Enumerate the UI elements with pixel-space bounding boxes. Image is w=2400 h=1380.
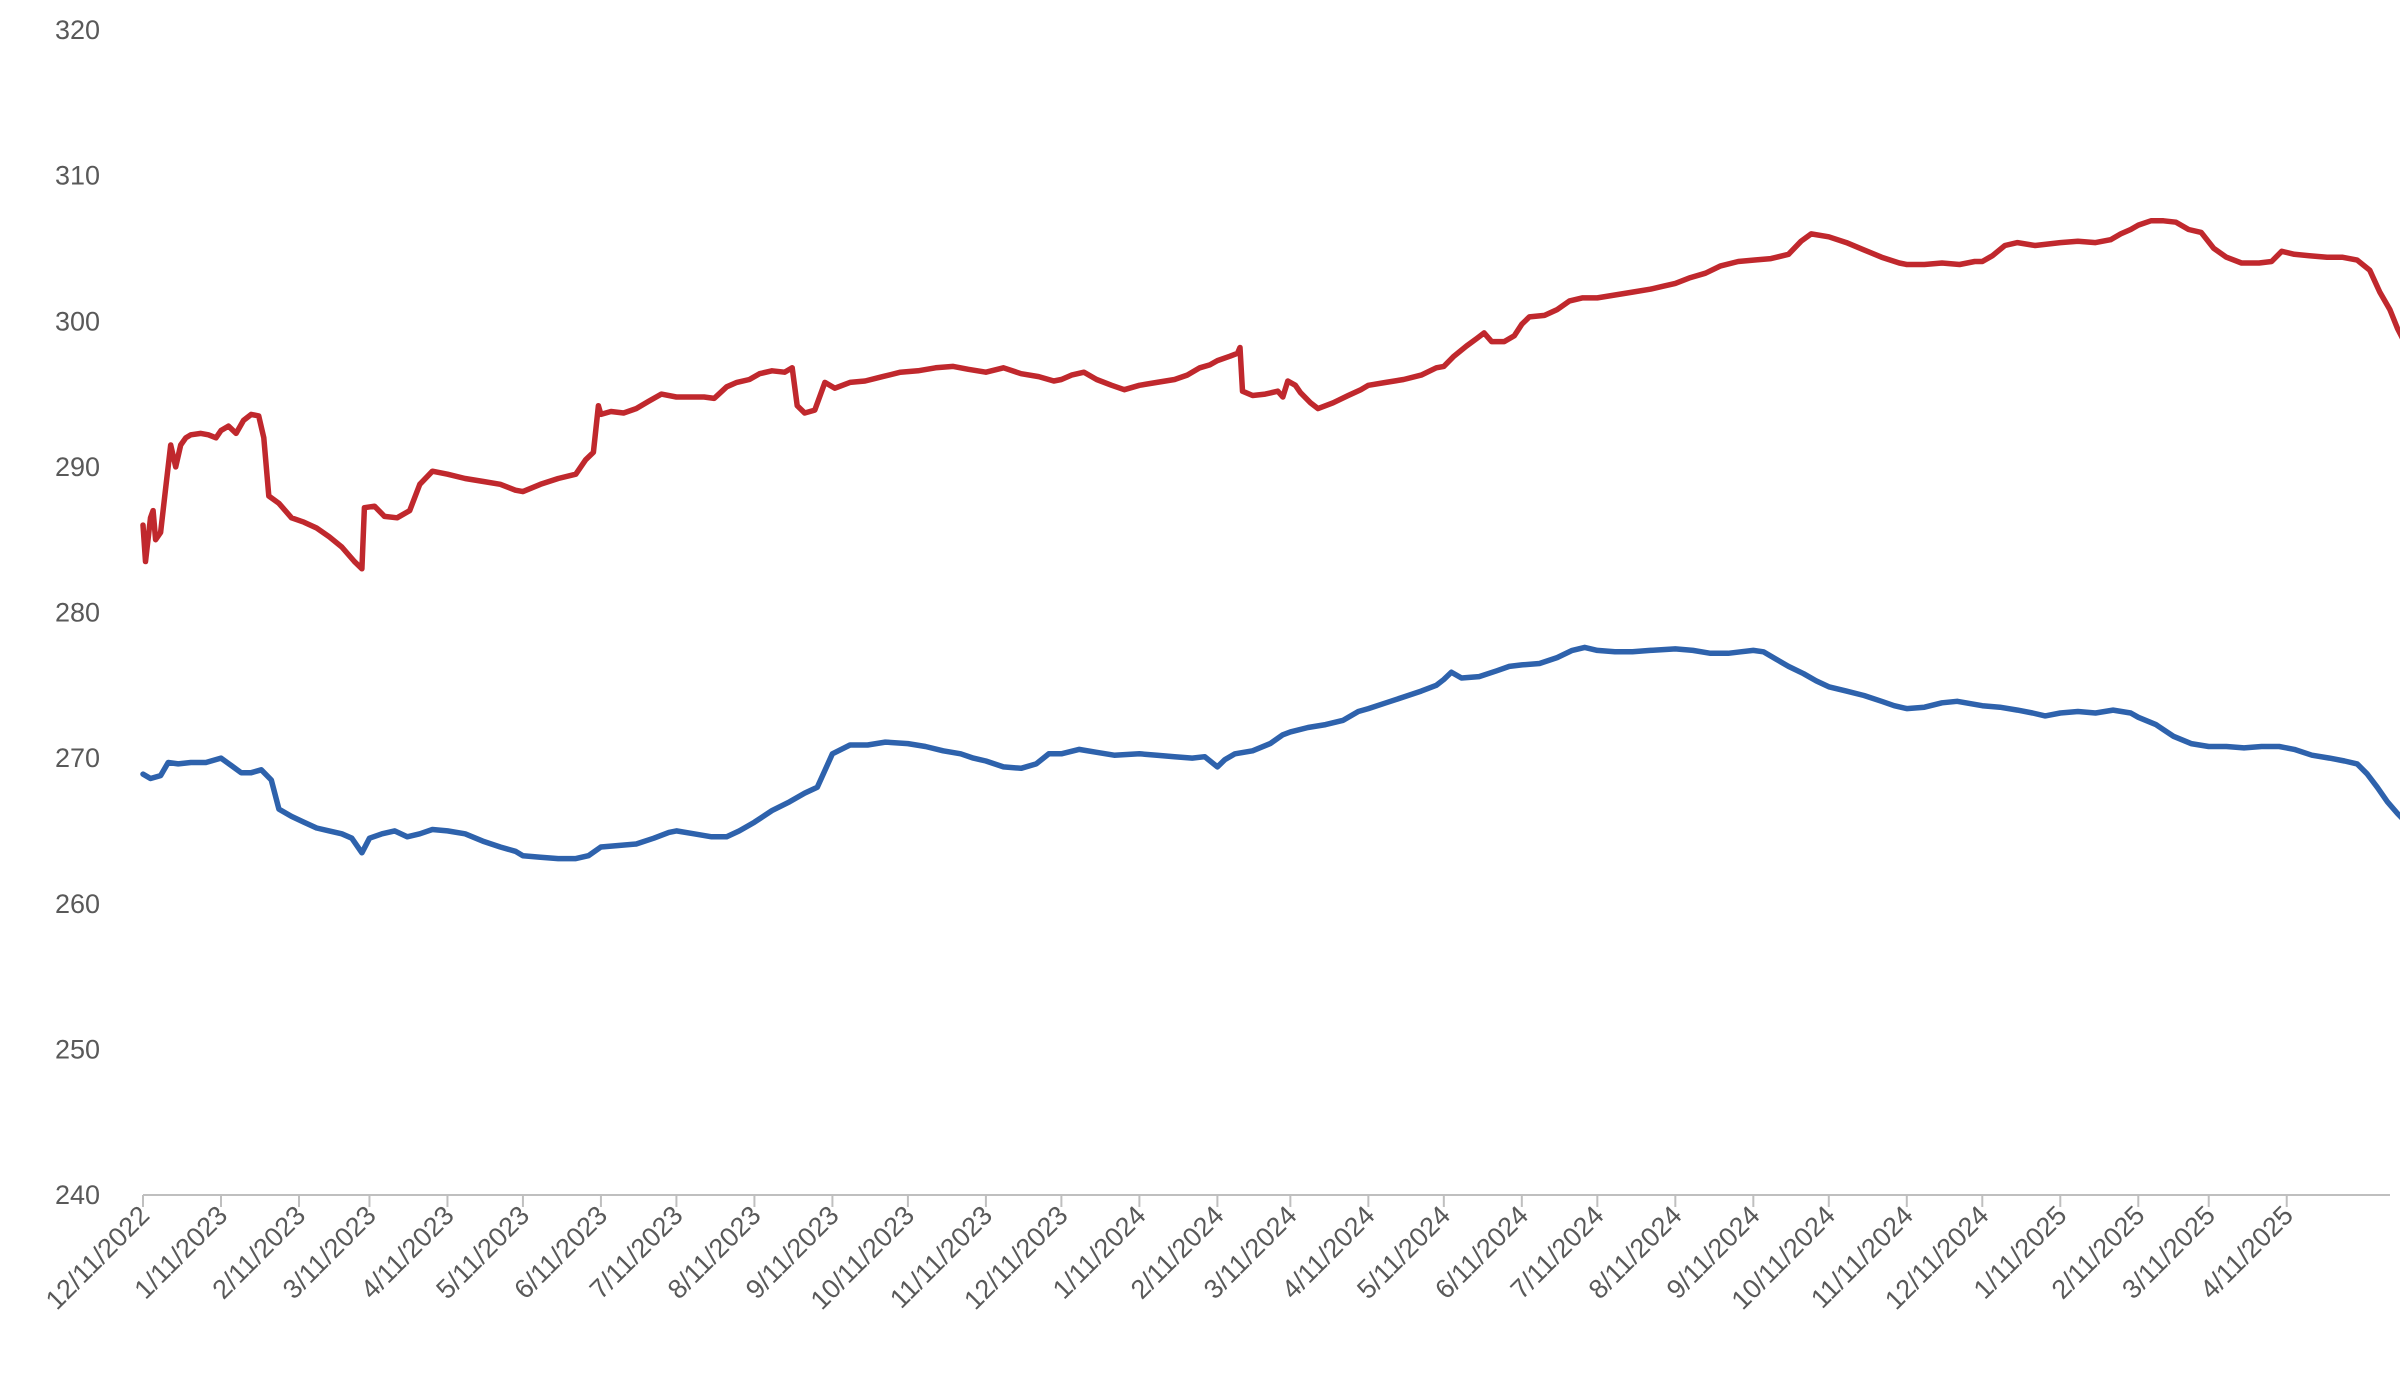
y-axis: 240 250 260 270 280 290 300 310 320 [55,15,100,1210]
y-tick-label: 270 [55,743,100,773]
x-tick-label: 12/11/2022 [40,1200,155,1315]
y-tick-label: 250 [55,1034,100,1064]
y-tick-label: 310 [55,161,100,191]
y-tick-label: 280 [55,598,100,628]
series-line-0 [140,218,2400,572]
x-axis-labels: 12/11/20221/11/20232/11/20233/11/20234/1… [40,1200,2299,1315]
y-tick-label: 290 [55,452,100,482]
y-tick-label: 260 [55,889,100,919]
y-tick-label: 320 [55,15,100,45]
series-group [140,218,2400,862]
y-tick-label: 300 [55,306,100,336]
y-tick-label: 240 [55,1180,100,1210]
series-line-1 [140,644,2400,862]
x-axis-ticks [142,1195,2288,1207]
